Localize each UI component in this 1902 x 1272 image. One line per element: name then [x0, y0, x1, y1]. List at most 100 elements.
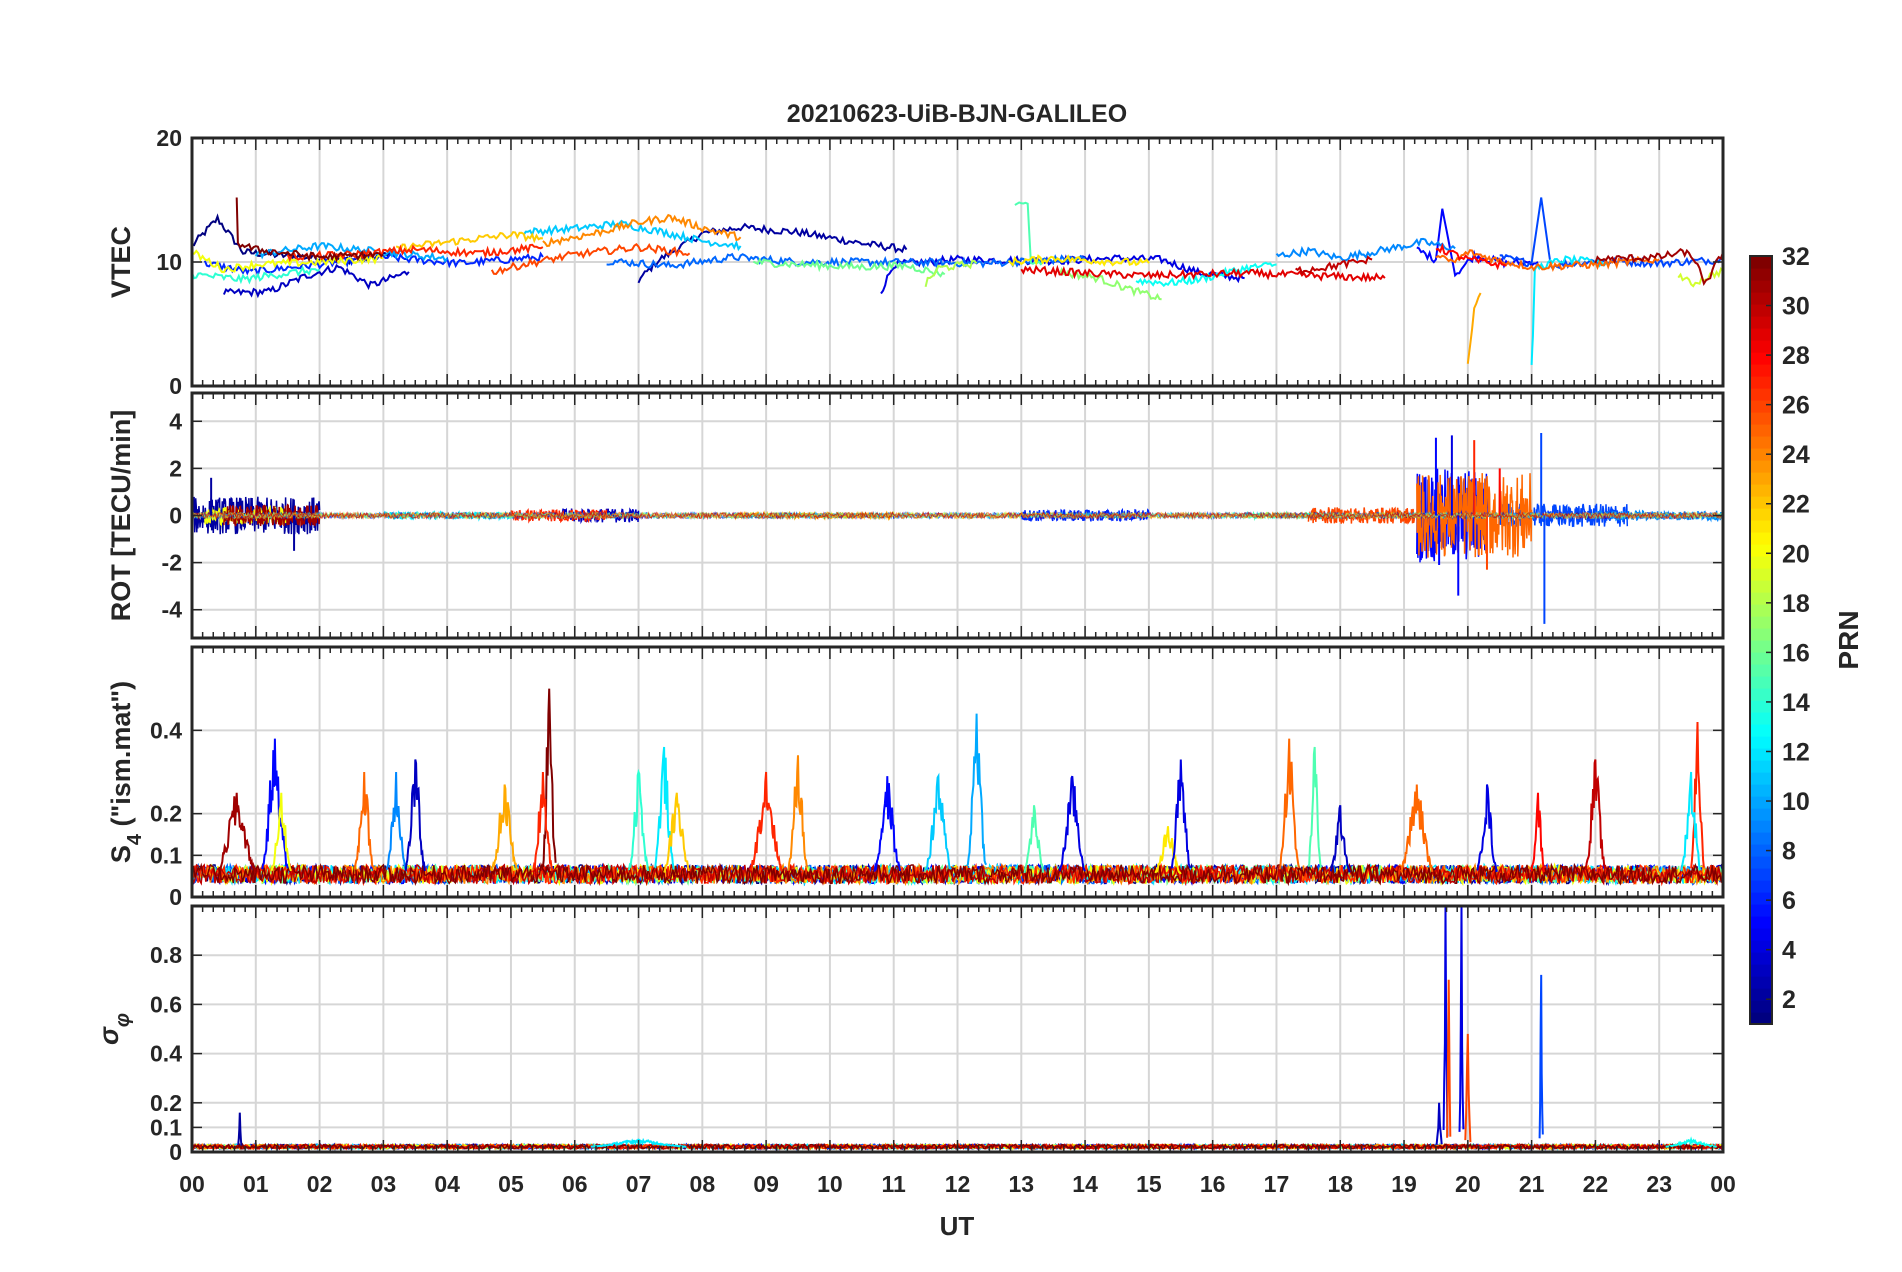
y-tick-label: 2 [169, 455, 182, 481]
sigma-phi-panel: 00.10.2 0.4 0.6 0.8 σφ [94, 904, 1725, 1165]
colorbar-segment [1750, 640, 1772, 653]
s4-burst-prn-11 [924, 772, 953, 871]
x-tick-label: 07 [626, 1171, 652, 1197]
vtec-series-prn-5 [1416, 208, 1539, 278]
axis-ticks [191, 393, 1724, 638]
s4-burst-prn-5 [873, 776, 902, 872]
colorbar-segment [1750, 688, 1772, 701]
colorbar-tick-label: 8 [1782, 838, 1796, 866]
s4-burst-prn-4 [1476, 784, 1498, 873]
colorbar-segment [1750, 460, 1772, 473]
vtec-series-prn-2 [637, 222, 908, 284]
colorbar-segment [1750, 784, 1772, 797]
colorbar-segment [1750, 256, 1772, 269]
x-tick-label: 01 [243, 1171, 269, 1197]
colorbar-segment [1750, 880, 1772, 893]
colorbar-segment [1750, 376, 1772, 389]
colorbar-segment [1750, 844, 1772, 857]
vtec-series-prn-30 [1295, 255, 1373, 276]
colorbar-tick-label: 16 [1782, 639, 1810, 667]
y-tick-label: 0.8 [150, 942, 182, 968]
sigma-burst-prn-26 [1446, 979, 1452, 1138]
s4-burst-prn-30 [1584, 759, 1606, 871]
rot-panel: -4 -2 0 2 4 ROT [TECU/min] [106, 391, 1725, 640]
x-tick-label: 09 [753, 1171, 779, 1197]
axes-frame [190, 136, 1725, 388]
colorbar-segment [1750, 820, 1772, 833]
vtec-series-prn-32 [235, 197, 384, 263]
vtec-panel: 0 10 20 VTEC [106, 125, 1725, 399]
s4-burst-prn-10 [966, 713, 988, 867]
colorbar-segment [1750, 316, 1772, 329]
colorbar-segment [1750, 976, 1772, 989]
colorbar-segment [1750, 520, 1772, 533]
axes-frame [190, 391, 1725, 640]
colorbar-segment [1750, 712, 1772, 725]
colorbar-tick-label: 6 [1782, 887, 1796, 915]
colorbar-tick-label: 32 [1782, 243, 1810, 271]
colorbar-segment [1750, 616, 1772, 629]
s4-burst-prn-4 [1170, 759, 1192, 869]
colorbar-segment [1750, 352, 1772, 365]
x-tick-label: 08 [690, 1171, 716, 1197]
vtec-series-prn-29 [1020, 264, 1386, 283]
colorbar-segment [1750, 760, 1772, 773]
colorbar-segment [1750, 1000, 1772, 1013]
colorbar-segment [1750, 364, 1772, 377]
colorbar-segment [1750, 724, 1772, 737]
colorbar-segment [1750, 928, 1772, 941]
colorbar-segment [1750, 676, 1772, 689]
colorbar-segment [1750, 916, 1772, 929]
sigma-burst-prn-7 [1538, 974, 1544, 1139]
colorbar-segment [1750, 580, 1772, 593]
vtec-series-prn-26 [490, 242, 691, 276]
vtec-series-prn-8 [606, 252, 1086, 270]
colorbar-segment [1750, 940, 1772, 953]
s4-burst-prn-4 [1058, 775, 1086, 872]
colorbar-segment [1750, 292, 1772, 305]
colorbar-segment [1750, 484, 1772, 497]
colorbar-tick-label: 28 [1782, 342, 1810, 370]
vtec-series-prn-16 [752, 257, 946, 278]
colorbar-frame [1749, 255, 1773, 1025]
s4-burst-prn-14 [628, 768, 650, 872]
colorbar-tick-label: 24 [1782, 441, 1810, 469]
y-tick-label: 0.1 [150, 1114, 182, 1140]
vtec-series-prn-28 [1435, 242, 1507, 271]
s4-burst-prn-25 [1400, 784, 1434, 874]
s4-burst-prn-24 [787, 755, 809, 871]
sigma-y-axis-label: σφ [94, 1013, 134, 1045]
colorbar-segment [1750, 904, 1772, 917]
colorbar-segment [1750, 856, 1772, 869]
s4-burst-prn-27 [1690, 721, 1705, 869]
y-tick-label: 20 [156, 125, 182, 151]
sigma-burst-prn-4 [1458, 906, 1465, 1132]
x-tick-label: 14 [1072, 1171, 1098, 1197]
s4-burst-prn-23 [490, 784, 519, 872]
x-tick-label: 03 [371, 1171, 397, 1197]
y-tick-label: -4 [162, 597, 183, 623]
colorbar-segment [1750, 556, 1772, 569]
colorbar-segment [1750, 964, 1772, 977]
x-tick-label: 05 [498, 1171, 524, 1197]
colorbar-segment [1750, 340, 1772, 353]
colorbar-segment [1750, 268, 1772, 281]
vtec-y-axis-label: VTEC [106, 226, 136, 298]
x-tick-label: 22 [1583, 1171, 1609, 1197]
x-tick-label: 10 [817, 1171, 843, 1197]
colorbar-segment [1750, 412, 1772, 425]
sigma-burst-prn-12 [590, 1137, 687, 1148]
colorbar-segment [1750, 664, 1772, 677]
series-group [192, 688, 1723, 887]
grid [192, 647, 1723, 897]
colorbar-segment [1750, 808, 1772, 821]
series-group [192, 433, 1723, 624]
colorbar-segment [1750, 952, 1772, 965]
s4-burst-prn-5 [261, 738, 289, 870]
s4-burst-prn-20 [270, 792, 292, 872]
y-tick-label: 0 [169, 503, 182, 529]
x-tick-label: 02 [307, 1171, 333, 1197]
x-tick-label: 00 [179, 1171, 205, 1197]
y-tick-label: 0 [169, 373, 182, 399]
